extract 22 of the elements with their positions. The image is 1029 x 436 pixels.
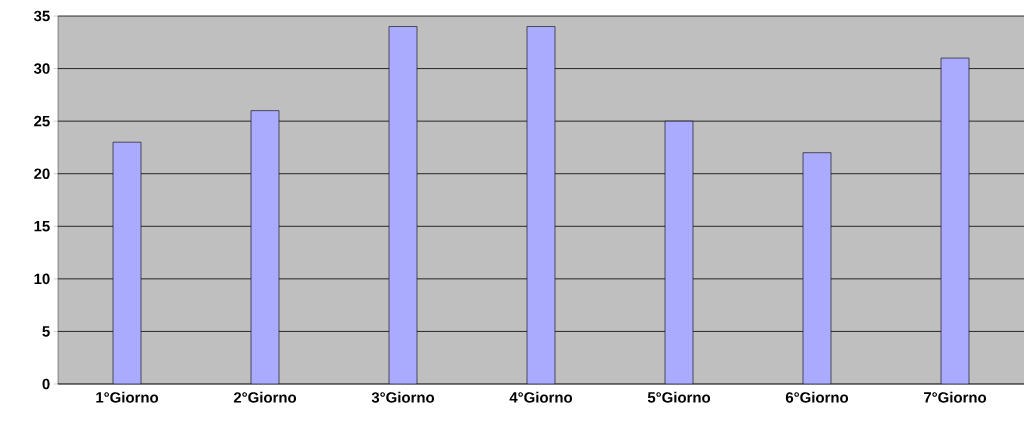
y-tick-label: 35	[33, 10, 50, 22]
x-tick-label: 3°Giorno	[371, 391, 435, 403]
bar	[665, 121, 693, 384]
x-tick-label: 5°Giorno	[647, 391, 711, 403]
bar	[527, 26, 555, 384]
y-tick-label: 20	[34, 168, 50, 179]
x-tick-label: 2°Giorno	[233, 391, 297, 403]
x-tick-label: 7°Giorno	[924, 391, 987, 403]
bar	[113, 142, 141, 384]
bar	[389, 26, 417, 384]
bar	[251, 110, 279, 384]
y-tick-label: 25	[34, 115, 50, 127]
y-tick-label: 0	[42, 378, 50, 390]
bar	[940, 57, 970, 384]
x-tick-label: 6°Giorno	[785, 391, 849, 403]
x-tick-label: 4°Giorno	[509, 391, 573, 403]
bar	[803, 152, 831, 384]
y-tick-label: 15	[34, 221, 50, 232]
y-tick-label: 30	[33, 63, 50, 74]
x-tick-label: 1°Giorno	[96, 391, 159, 403]
y-tick-label: 5	[42, 326, 50, 337]
y-tick-label: 10	[34, 273, 50, 285]
